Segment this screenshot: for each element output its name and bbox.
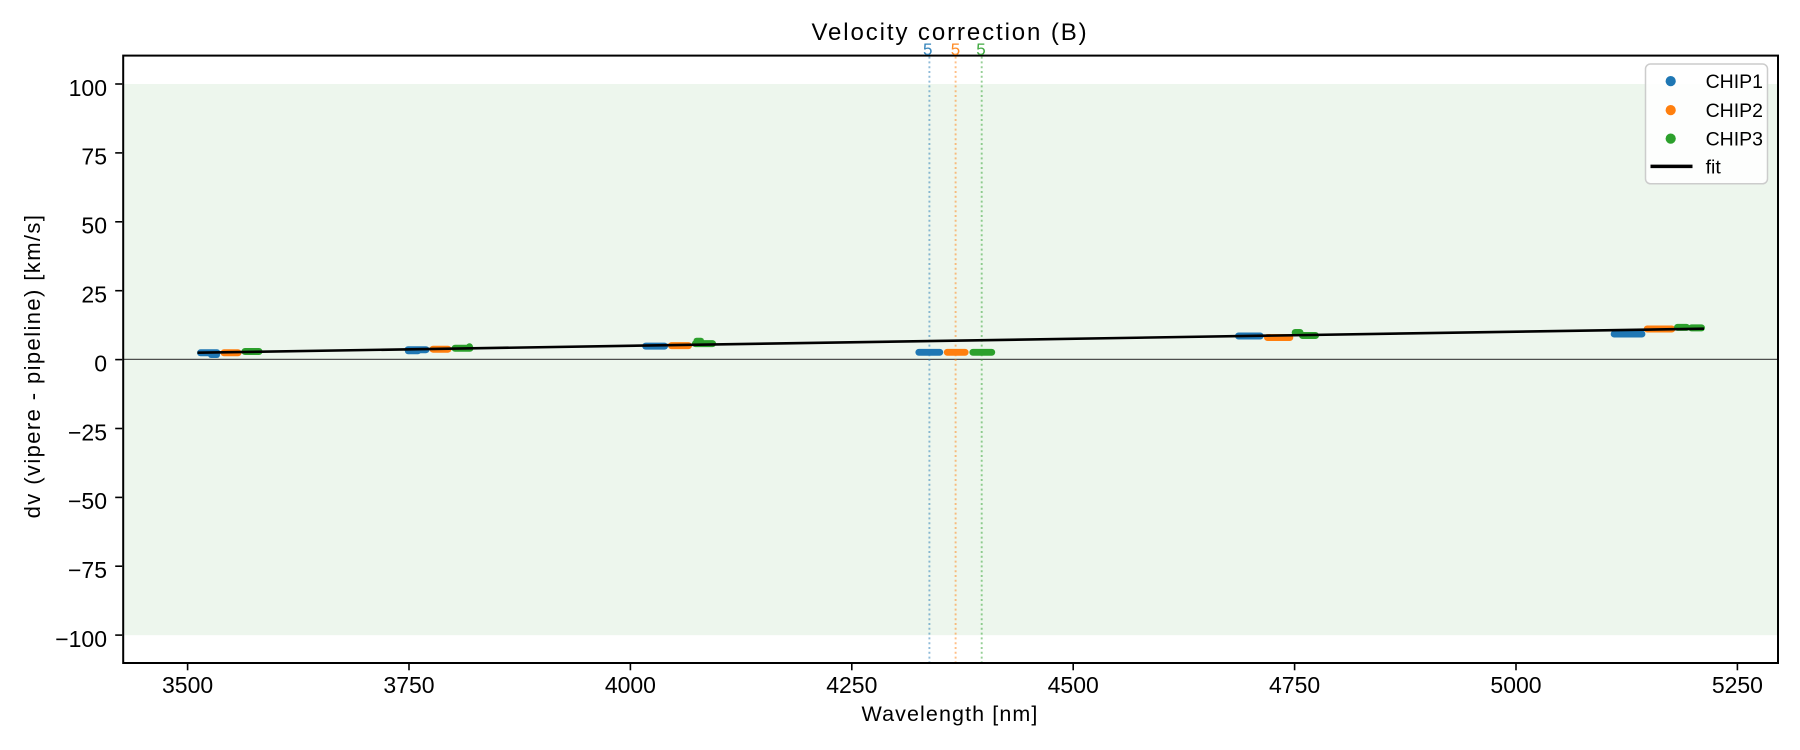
svg-text:25: 25 (81, 282, 107, 308)
svg-text:75: 75 (81, 144, 107, 170)
svg-text:dv (vipere - pipeline) [km/s]: dv (vipere - pipeline) [km/s] (20, 214, 45, 519)
svg-text:Velocity correction (B): Velocity correction (B) (811, 19, 1088, 46)
svg-text:fit: fit (1706, 156, 1722, 178)
svg-text:0: 0 (94, 350, 107, 376)
svg-text:4500: 4500 (1048, 672, 1099, 698)
svg-text:−25: −25 (68, 419, 107, 445)
svg-text:4000: 4000 (605, 672, 656, 698)
svg-text:5250: 5250 (1712, 672, 1763, 698)
svg-text:−75: −75 (68, 557, 107, 583)
svg-text:5: 5 (951, 40, 960, 59)
svg-text:CHIP1: CHIP1 (1706, 71, 1763, 93)
svg-text:100: 100 (69, 75, 107, 101)
svg-text:5000: 5000 (1490, 672, 1541, 698)
svg-text:3750: 3750 (383, 672, 434, 698)
svg-text:4250: 4250 (826, 672, 877, 698)
svg-text:−50: −50 (68, 488, 107, 514)
svg-text:50: 50 (81, 213, 107, 239)
svg-text:3500: 3500 (162, 672, 213, 698)
svg-text:Wavelength [nm]: Wavelength [nm] (861, 702, 1038, 726)
svg-text:−100: −100 (55, 626, 107, 652)
svg-text:5: 5 (976, 40, 985, 59)
svg-text:CHIP3: CHIP3 (1706, 129, 1763, 151)
svg-text:CHIP2: CHIP2 (1706, 100, 1763, 122)
svg-text:4750: 4750 (1269, 672, 1320, 698)
svg-text:5: 5 (923, 40, 932, 59)
